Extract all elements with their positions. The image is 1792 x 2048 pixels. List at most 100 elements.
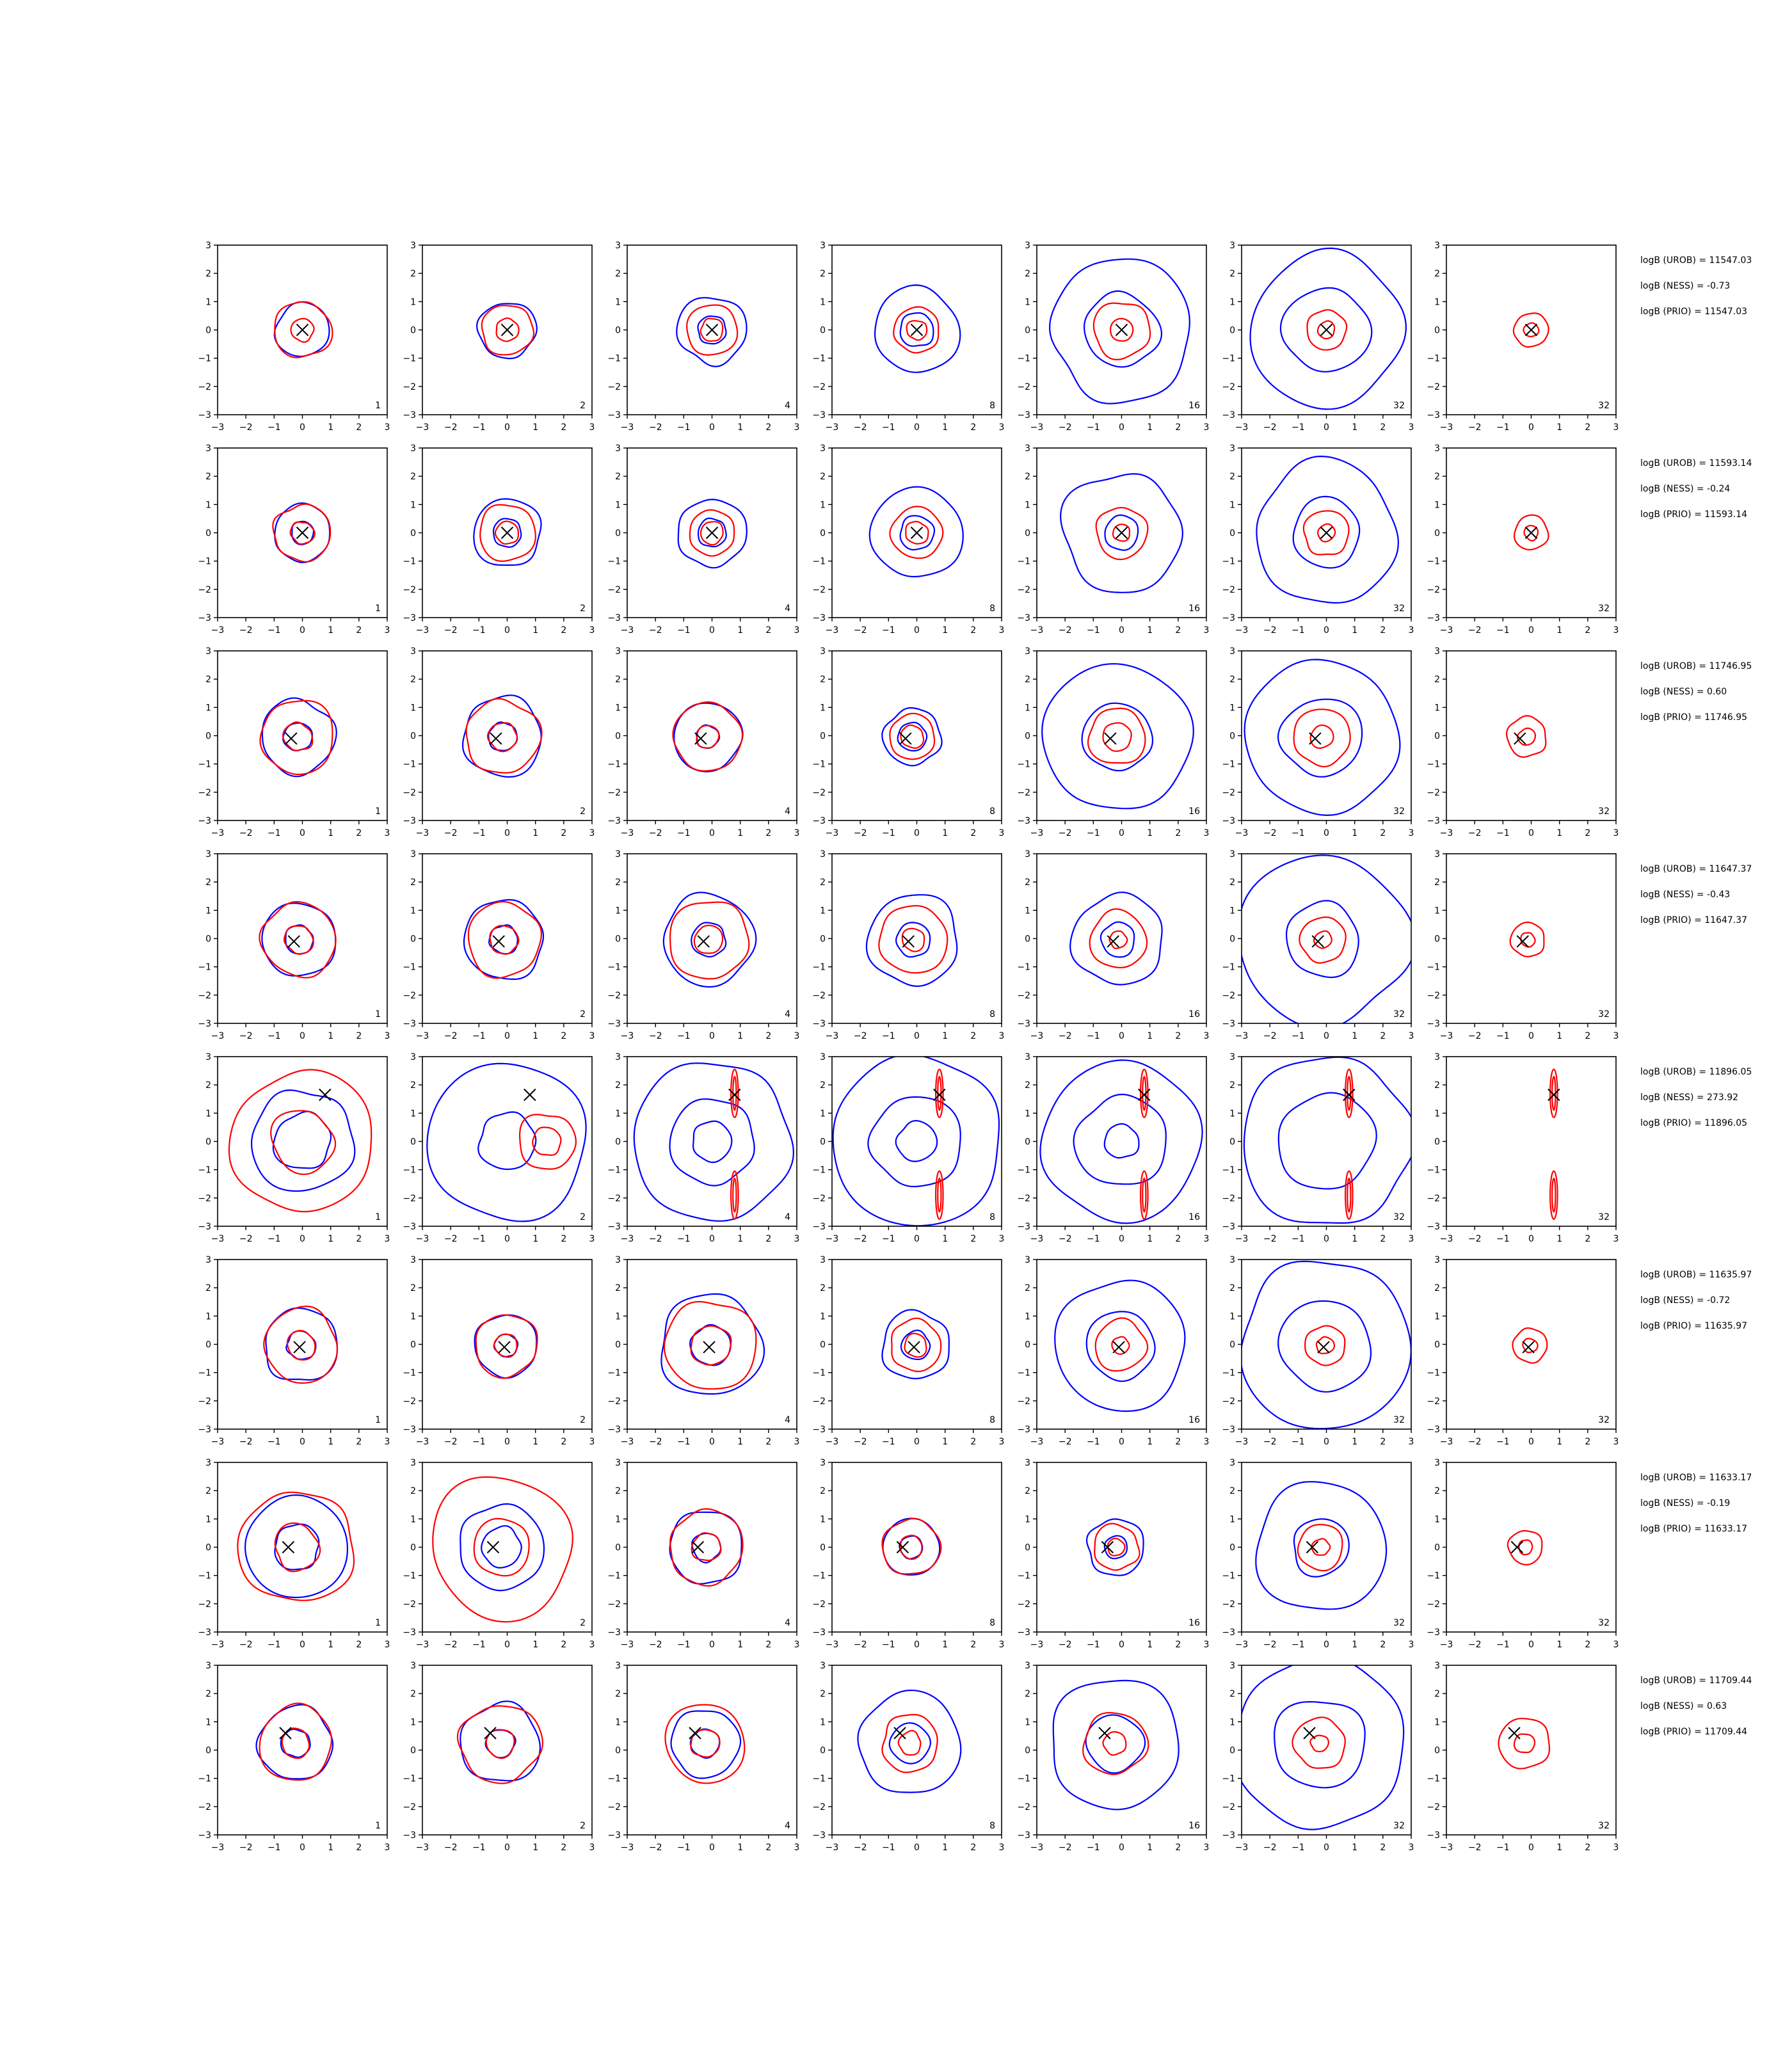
y-tick-label: −3 (1017, 613, 1030, 623)
true-value-marker (728, 1088, 741, 1101)
x-tick-label: −2 (854, 828, 867, 838)
y-tick-label: −2 (1427, 1396, 1440, 1407)
x-tick-label: −1 (1087, 1234, 1100, 1244)
y-tick-label: 0 (820, 1340, 826, 1350)
x-tick-label: −3 (1030, 1234, 1044, 1244)
x-tick-label: 3 (1204, 1437, 1210, 1447)
axes-frame (1241, 650, 1412, 821)
y-tick-label: 2 (1434, 472, 1440, 482)
x-tick-label: −1 (1087, 1437, 1100, 1447)
contour-layer (672, 701, 744, 772)
true-value-marker (1303, 1727, 1316, 1740)
y-tick-label: −2 (1017, 1802, 1030, 1812)
y-tick-label: −1 (198, 1774, 211, 1784)
y-tick-label: 2 (820, 1283, 826, 1293)
y-tick-label: −2 (198, 382, 211, 392)
x-tick-label: −3 (1235, 1640, 1249, 1650)
true-value-marker (486, 1540, 500, 1554)
y-tick-label: −3 (1222, 410, 1235, 420)
panel-r3-c4: −3−3 −2 −2 −1 −1 0 0 1 1 2 2 3 3 8 (812, 646, 1004, 838)
y-tick-label: −3 (607, 816, 621, 826)
contour-layer (1509, 921, 1545, 957)
red-contour (689, 509, 735, 557)
y-tick-label: 0 (1025, 934, 1030, 945)
y-tick-label: 0 (615, 1543, 621, 1553)
panel-corner-label: 4 (785, 1212, 790, 1222)
blue-contour (1049, 258, 1190, 404)
x-tick-label: 2 (970, 828, 976, 838)
y-tick-label: −1 (1222, 760, 1235, 770)
y-tick-label: 3 (410, 1052, 416, 1062)
x-tick-label: 2 (970, 422, 976, 433)
axes-frame (217, 853, 388, 1024)
x-tick-label: −2 (444, 1031, 458, 1041)
x-tick-label: 0 (914, 422, 920, 433)
true-value-marker (896, 1540, 909, 1554)
red-contour (1107, 1537, 1126, 1556)
true-value-marker (1514, 732, 1526, 745)
blue-contour (244, 1494, 348, 1599)
y-tick-label: −2 (1222, 1194, 1235, 1204)
y-tick-label: 1 (820, 500, 826, 510)
x-tick-label: 0 (709, 1031, 715, 1041)
contour-layer (1059, 473, 1184, 593)
x-tick-label: 2 (1175, 1437, 1181, 1447)
axes-frame (627, 1462, 797, 1633)
red-contour (1522, 1338, 1539, 1354)
contour-layer (881, 1309, 950, 1380)
y-tick-label: 3 (1025, 646, 1030, 657)
x-tick-label: 1 (1352, 625, 1357, 636)
x-tick-label: 2 (561, 1640, 566, 1650)
true-value-marker (285, 732, 298, 745)
y-tick-label: 3 (1025, 444, 1030, 454)
x-tick-label: 2 (970, 1234, 976, 1244)
x-tick-label: −2 (239, 1640, 253, 1650)
y-tick-label: −2 (607, 585, 621, 595)
y-tick-label: −3 (1017, 816, 1030, 826)
panel-corner-label: 2 (580, 604, 586, 614)
x-tick-label: −3 (826, 1843, 839, 1853)
panel-r7-c5: −3−3 −2 −2 −1 −1 0 0 1 1 2 2 3 3 16 (1017, 1458, 1209, 1650)
x-tick-label: −3 (1030, 1640, 1044, 1650)
axes-frame (217, 650, 388, 821)
x-tick-label: 3 (1204, 828, 1210, 838)
y-tick-label: 0 (820, 934, 826, 945)
y-tick-label: −2 (812, 1194, 826, 1204)
y-tick-label: −1 (198, 1368, 211, 1379)
y-tick-label: −1 (1017, 1165, 1030, 1176)
y-tick-label: −2 (1017, 382, 1030, 392)
y-tick-label: 0 (1434, 1746, 1440, 1756)
x-tick-label: 3 (1613, 625, 1619, 636)
x-tick-label: 2 (765, 1031, 771, 1041)
red-contour (465, 698, 543, 774)
red-contour (1549, 1068, 1558, 1119)
red-contour (1299, 916, 1347, 964)
red-contour (937, 1178, 942, 1213)
x-tick-label: −2 (239, 828, 253, 838)
panel-r5-c4: −3−3 −2 −2 −1 −1 0 0 1 1 2 2 3 3 8 (812, 1052, 1004, 1244)
y-tick-label: −2 (607, 1396, 621, 1407)
y-tick-label: 2 (205, 675, 211, 685)
y-tick-label: 1 (410, 297, 416, 307)
x-tick-label: 1 (328, 1640, 333, 1650)
y-tick-label: 0 (615, 326, 621, 336)
contour-layer (432, 1476, 573, 1623)
x-tick-label: −2 (1059, 1640, 1072, 1650)
y-tick-label: 1 (1229, 1108, 1235, 1119)
red-contour (1139, 1068, 1149, 1119)
y-tick-label: 2 (820, 675, 826, 685)
x-tick-label: 2 (356, 1031, 362, 1041)
contour-layer (669, 1508, 744, 1587)
y-tick-label: −3 (607, 410, 621, 420)
contour-layer (237, 1491, 355, 1601)
x-tick-label: −3 (211, 1843, 225, 1853)
panel-corner-label: 8 (989, 401, 995, 411)
panel-corner-label: 32 (1598, 1009, 1610, 1020)
x-tick-label: 1 (1556, 1437, 1562, 1447)
x-tick-label: −3 (416, 828, 429, 838)
red-contour (934, 1068, 944, 1119)
y-tick-label: −2 (403, 382, 416, 392)
x-tick-label: 3 (794, 1031, 800, 1041)
x-tick-label: 3 (589, 828, 595, 838)
red-contour (690, 1325, 732, 1366)
